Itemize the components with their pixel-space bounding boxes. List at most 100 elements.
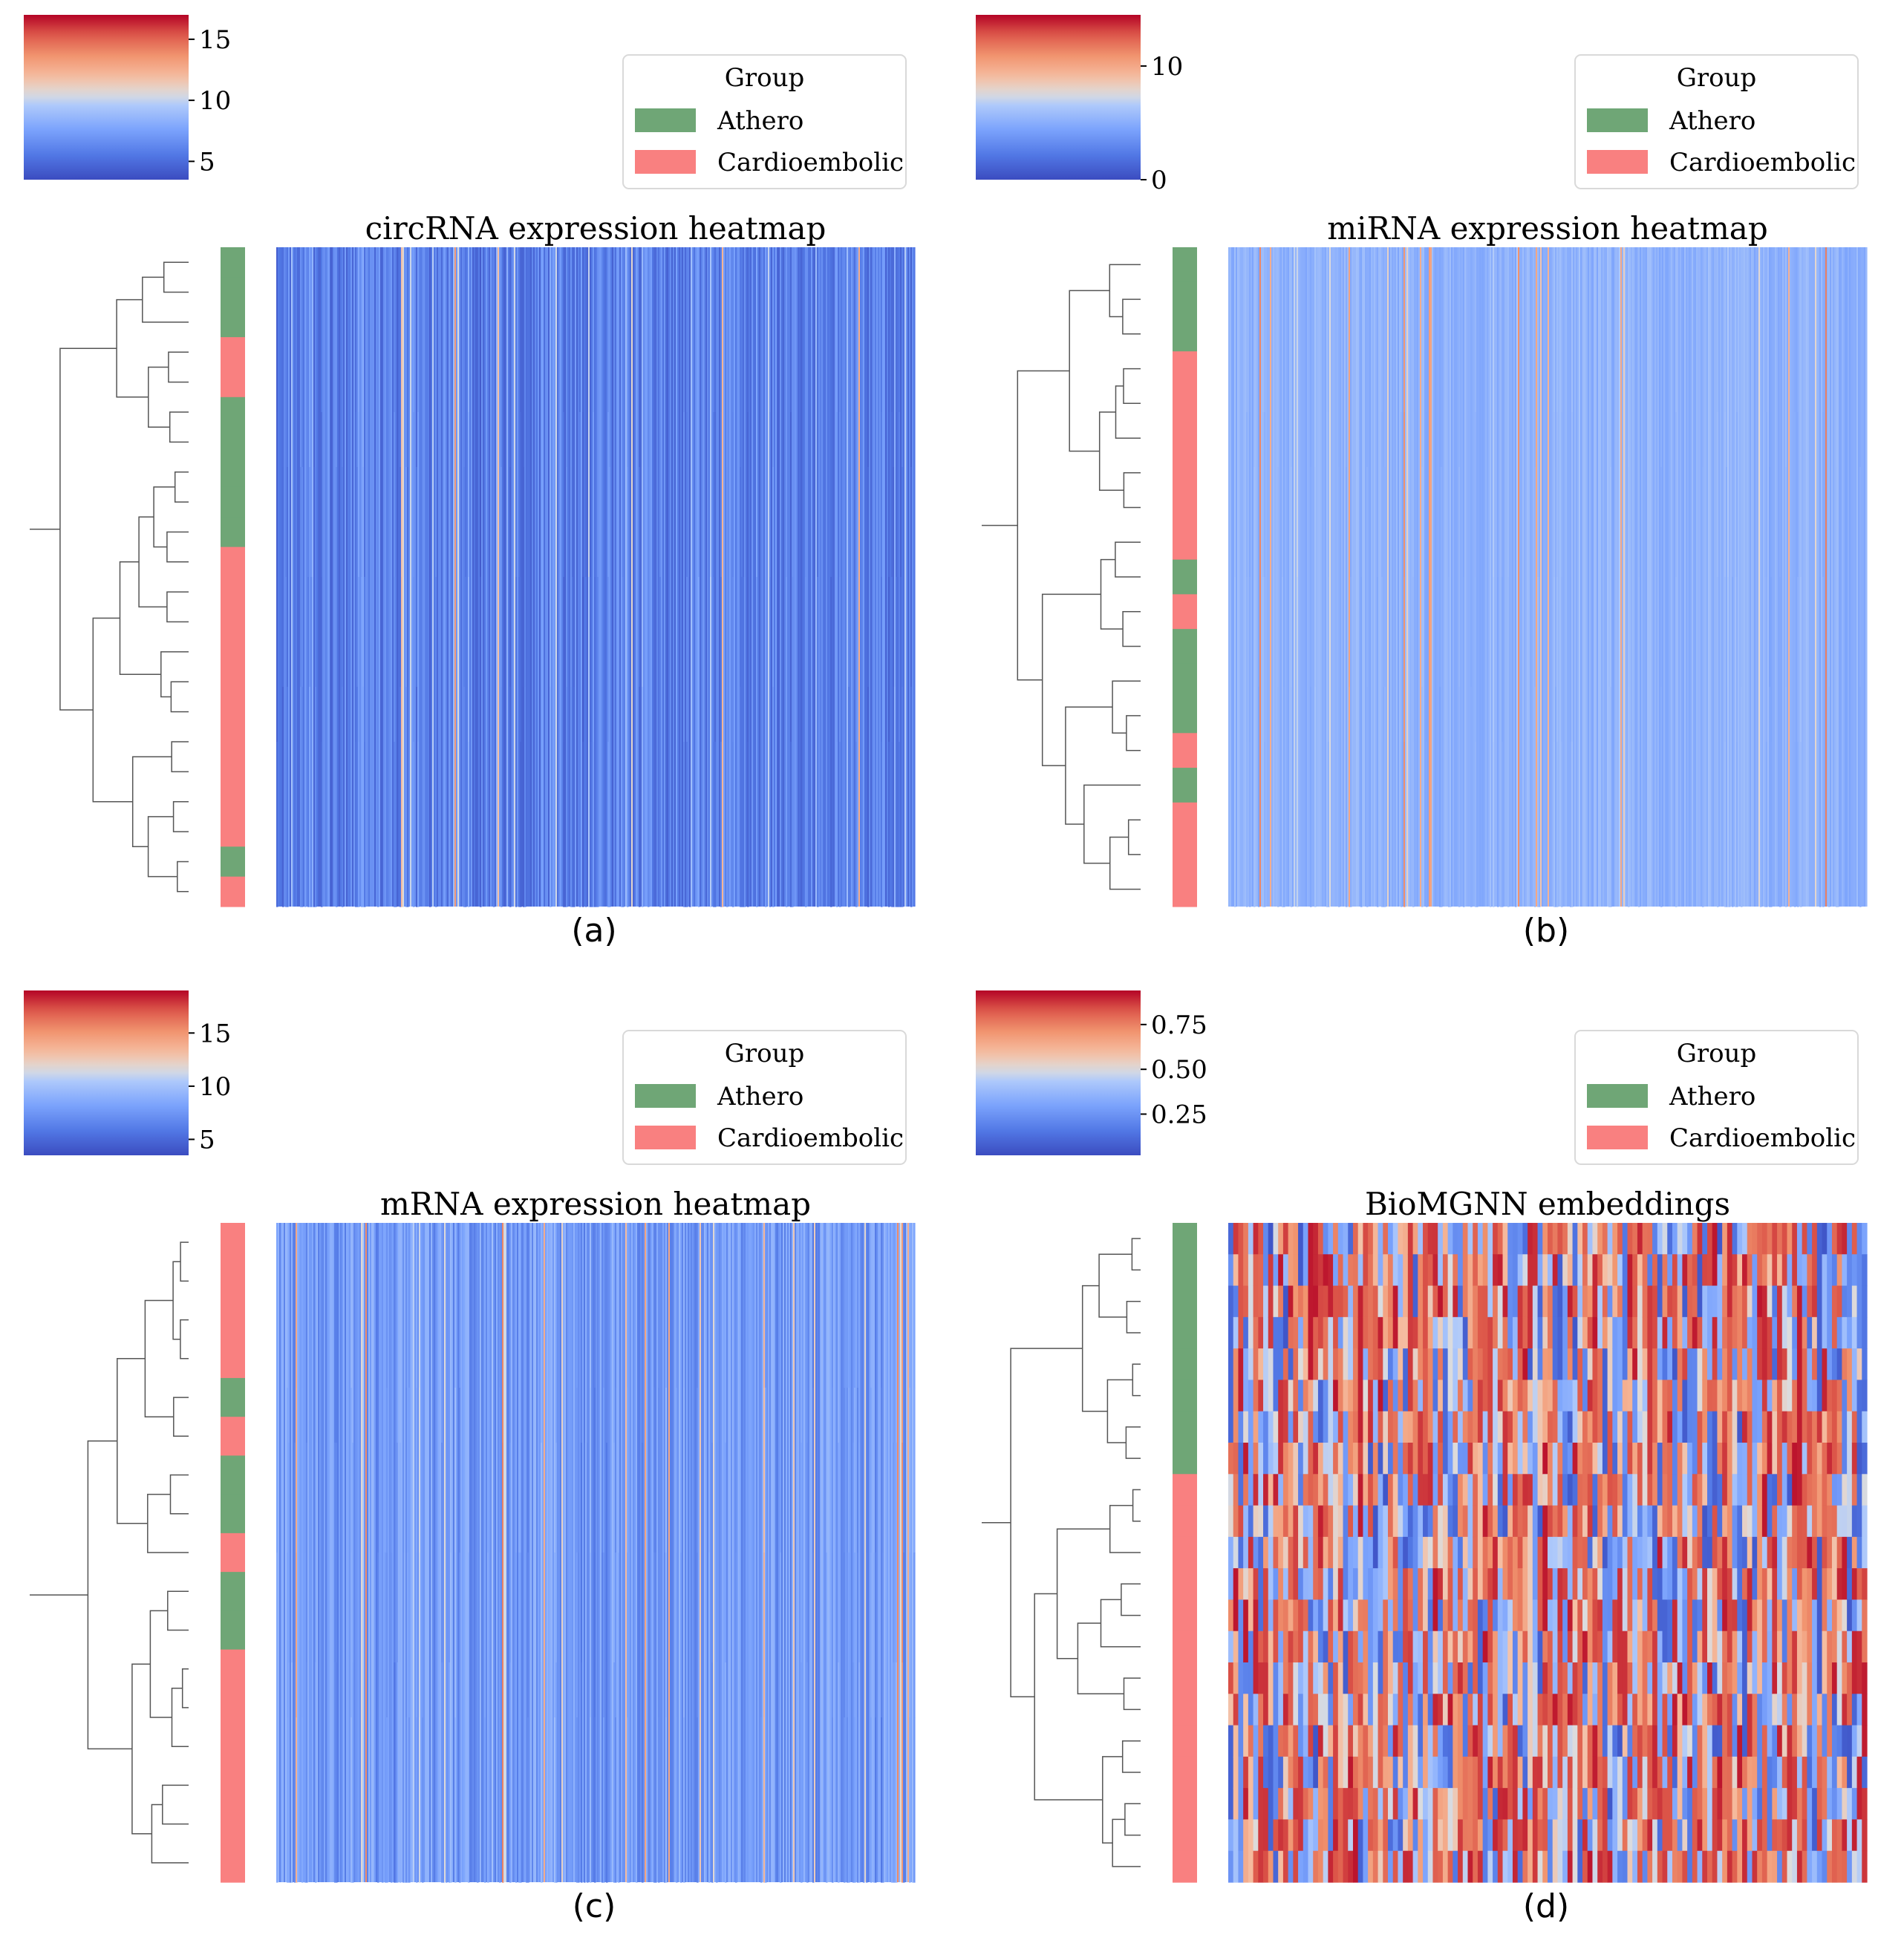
heatmap-cell bbox=[1298, 1223, 1304, 1255]
heatmap-cell bbox=[1502, 1411, 1508, 1443]
heatmap-cell bbox=[904, 247, 907, 907]
heatmap-cell bbox=[1333, 1443, 1339, 1475]
heatmap-cell bbox=[1572, 1694, 1578, 1726]
heatmap-cell bbox=[1856, 1850, 1862, 1883]
heatmap-cell bbox=[1617, 1505, 1623, 1538]
heatmap-cell bbox=[414, 247, 417, 907]
heatmap-cell bbox=[1757, 1285, 1763, 1318]
heatmap-cell bbox=[400, 467, 402, 688]
heatmap-cell bbox=[1248, 1788, 1254, 1821]
heatmap-cell bbox=[554, 1553, 556, 1718]
heatmap-cell bbox=[747, 412, 749, 578]
heatmap-cell bbox=[1617, 1788, 1623, 1821]
heatmap-cell bbox=[1303, 1285, 1309, 1318]
heatmap-cell bbox=[1383, 1348, 1389, 1381]
heatmap-cell bbox=[1507, 1756, 1513, 1789]
heatmap-cell bbox=[1836, 1631, 1843, 1663]
heatmap-cell bbox=[700, 247, 702, 907]
heatmap-cell bbox=[1363, 1599, 1369, 1632]
heatmap-cell bbox=[847, 1388, 849, 1553]
heatmap-cell bbox=[1737, 1662, 1743, 1694]
heatmap-cell bbox=[1610, 467, 1612, 688]
heatmap-cell bbox=[1542, 1285, 1548, 1318]
heatmap-cell bbox=[1671, 247, 1673, 907]
heatmap-cell bbox=[1757, 1568, 1763, 1601]
heatmap-cell bbox=[1517, 1254, 1524, 1287]
heatmap-cell bbox=[832, 1388, 834, 1553]
heatmap-cell bbox=[550, 687, 552, 907]
heatmap-cell bbox=[1502, 1819, 1508, 1852]
heatmap-cell bbox=[1597, 1411, 1603, 1443]
heatmap-cell bbox=[1717, 1694, 1723, 1726]
heatmap-cell bbox=[732, 577, 734, 742]
heatmap-cell bbox=[1263, 1599, 1269, 1632]
heatmap-cell bbox=[1473, 1819, 1478, 1852]
heatmap-cell bbox=[1742, 1788, 1748, 1821]
heatmap-cell bbox=[593, 1223, 595, 1882]
heatmap-cell bbox=[1697, 1411, 1703, 1443]
heatmap-cell bbox=[336, 247, 338, 468]
heatmap-cell bbox=[477, 247, 479, 907]
heatmap-cell bbox=[1423, 1756, 1429, 1789]
heatmap-cell bbox=[1572, 1756, 1578, 1789]
heatmap-cell bbox=[1305, 247, 1308, 907]
heatmap-cell bbox=[1592, 1316, 1598, 1349]
heatmap-cell bbox=[1293, 1505, 1299, 1538]
heatmap-cell bbox=[847, 1717, 849, 1883]
heatmap-cell bbox=[844, 1223, 846, 1388]
heatmap-cell bbox=[1246, 412, 1248, 578]
heatmap-cell bbox=[487, 1553, 489, 1883]
heatmap-cell bbox=[1383, 1536, 1389, 1569]
heatmap-cell bbox=[575, 247, 577, 907]
heatmap-cell bbox=[857, 1388, 859, 1553]
heatmap-cell bbox=[1747, 1443, 1753, 1475]
heatmap-cell bbox=[1612, 1223, 1618, 1255]
heatmap-cell bbox=[1607, 1536, 1613, 1569]
heatmap-cell bbox=[1537, 1568, 1543, 1601]
heatmap-cell bbox=[1368, 1536, 1374, 1569]
heatmap-cell bbox=[1228, 1631, 1234, 1663]
heatmap-cell bbox=[1363, 1505, 1369, 1538]
heatmap-cell bbox=[1674, 247, 1676, 907]
heatmap-cell bbox=[676, 1553, 678, 1718]
heatmap-cell bbox=[300, 1223, 302, 1882]
heatmap-cell bbox=[282, 467, 284, 688]
heatmap-cell bbox=[1597, 1631, 1603, 1663]
heatmap-cell bbox=[1507, 1348, 1513, 1381]
heatmap-cell bbox=[1592, 1631, 1598, 1663]
heatmap-cell bbox=[1627, 1756, 1633, 1789]
heatmap-cell bbox=[1662, 1316, 1668, 1349]
heatmap-cell bbox=[1352, 1223, 1359, 1255]
heatmap-cell bbox=[1248, 1599, 1254, 1632]
heatmap-cell bbox=[1393, 247, 1395, 907]
heatmap-cell bbox=[1608, 467, 1611, 688]
heatmap-cell bbox=[1677, 1599, 1683, 1632]
heatmap-cell bbox=[1781, 1631, 1788, 1663]
heatmap-cell bbox=[839, 742, 841, 907]
heatmap-cell bbox=[1761, 1788, 1768, 1821]
heatmap-cell bbox=[1278, 1850, 1284, 1883]
group-cell bbox=[221, 1766, 245, 1806]
heatmap-cell bbox=[1770, 577, 1773, 742]
heatmap-cell bbox=[542, 247, 544, 907]
heatmap-cell bbox=[1562, 1254, 1568, 1287]
heatmap-cell bbox=[1407, 1223, 1414, 1255]
heatmap-cell bbox=[1263, 1443, 1269, 1475]
heatmap-cell bbox=[555, 1223, 558, 1443]
heatmap-cell bbox=[1331, 247, 1333, 907]
heatmap-cell bbox=[1372, 1254, 1379, 1287]
heatmap-cell bbox=[750, 247, 752, 907]
heatmap-cell bbox=[1238, 1380, 1244, 1412]
heatmap-cell bbox=[1248, 1380, 1254, 1412]
heatmap-cell bbox=[668, 247, 671, 907]
group-cell bbox=[221, 1610, 245, 1651]
heatmap-cell bbox=[1802, 1443, 1807, 1475]
heatmap-cell bbox=[1812, 1725, 1818, 1757]
heatmap-cell bbox=[870, 1223, 873, 1388]
heatmap-cell bbox=[1348, 1443, 1354, 1475]
heatmap-cell bbox=[1317, 1316, 1324, 1349]
heatmap-cell bbox=[1792, 1850, 1798, 1883]
heatmap-cell bbox=[1594, 247, 1596, 907]
heatmap-cell bbox=[1792, 1474, 1798, 1507]
heatmap-cell bbox=[888, 577, 890, 742]
